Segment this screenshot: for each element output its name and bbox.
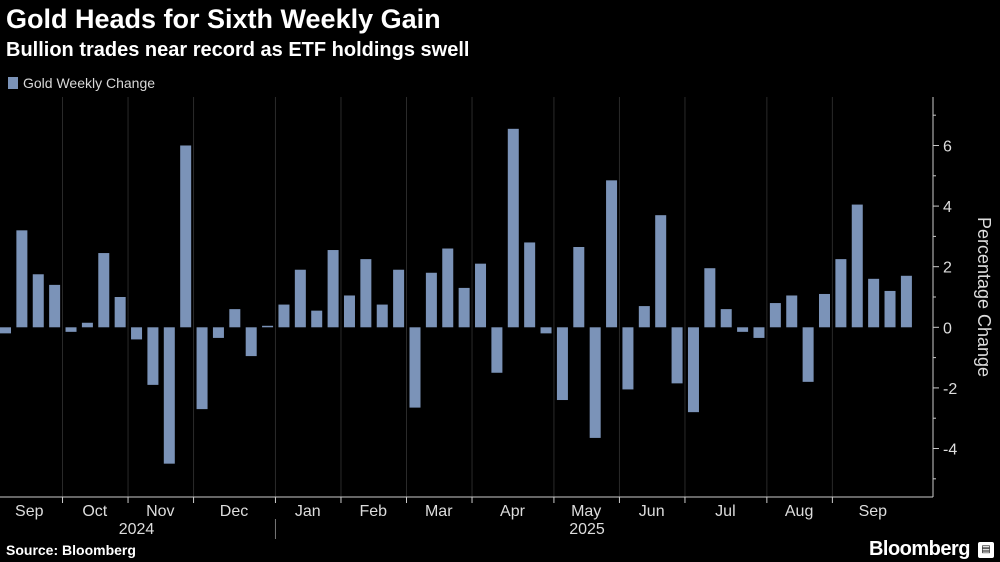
bar bbox=[262, 325, 274, 328]
bar bbox=[278, 304, 290, 328]
bar bbox=[81, 322, 93, 328]
y-tick-label: 0 bbox=[943, 320, 952, 337]
bar bbox=[687, 327, 699, 413]
bar bbox=[491, 327, 503, 373]
legend-swatch bbox=[8, 77, 18, 89]
bar bbox=[851, 204, 863, 328]
bar bbox=[737, 327, 749, 332]
x-tick-label: May bbox=[571, 503, 601, 520]
legend: Gold Weekly Change bbox=[8, 75, 155, 91]
bar bbox=[606, 180, 618, 328]
legend-label: Gold Weekly Change bbox=[23, 75, 156, 91]
year-label: 2024 bbox=[119, 521, 155, 538]
bar bbox=[868, 278, 880, 328]
x-tick-label: Sep bbox=[15, 503, 44, 520]
bar bbox=[65, 327, 77, 332]
bar bbox=[131, 327, 143, 340]
x-tick-label: Nov bbox=[146, 503, 174, 520]
year-label: 2025 bbox=[569, 521, 605, 538]
bar bbox=[589, 327, 601, 438]
bar bbox=[507, 128, 519, 328]
bar bbox=[475, 263, 487, 328]
bar bbox=[458, 287, 470, 328]
chart-subtitle: Bullion trades near record as ETF holdin… bbox=[6, 39, 470, 61]
x-tick-label: Jan bbox=[295, 503, 321, 520]
bar bbox=[638, 306, 650, 328]
bar bbox=[245, 327, 257, 357]
bar bbox=[98, 253, 110, 328]
bar bbox=[180, 145, 192, 328]
bar bbox=[360, 259, 372, 328]
y-tick-label: -2 bbox=[943, 381, 957, 398]
bar bbox=[622, 327, 634, 390]
bar bbox=[753, 327, 765, 338]
brand-logo-text: Bloomberg bbox=[868, 538, 971, 560]
bar bbox=[376, 304, 388, 328]
bar bbox=[393, 269, 405, 328]
bar bbox=[147, 327, 159, 385]
bar bbox=[294, 269, 306, 328]
bar bbox=[32, 274, 44, 328]
bar bbox=[212, 327, 224, 338]
bar bbox=[524, 242, 536, 328]
x-tick-label: Jun bbox=[639, 503, 665, 520]
chart-title: Gold Heads for Sixth Weekly Gain bbox=[6, 4, 441, 34]
bar bbox=[409, 327, 421, 408]
bar bbox=[671, 327, 683, 384]
bar bbox=[327, 250, 339, 328]
y-tick-label: 4 bbox=[943, 199, 952, 216]
bar bbox=[573, 247, 585, 328]
x-tick-label: Jul bbox=[715, 503, 735, 520]
bar bbox=[343, 295, 355, 328]
bar bbox=[311, 310, 323, 328]
bar bbox=[163, 327, 175, 464]
bar bbox=[819, 293, 830, 328]
bar bbox=[704, 268, 716, 328]
bar bbox=[720, 309, 732, 328]
bar bbox=[540, 327, 552, 334]
bar bbox=[655, 215, 667, 328]
x-tick-label: Feb bbox=[359, 503, 387, 520]
bar bbox=[49, 284, 61, 328]
y-tick-label: 2 bbox=[943, 260, 952, 277]
bar bbox=[442, 248, 454, 328]
bar bbox=[16, 230, 28, 328]
bar bbox=[114, 297, 126, 328]
bar bbox=[196, 327, 208, 410]
x-tick-label: Apr bbox=[500, 503, 526, 520]
brand-icon: ▤ bbox=[978, 542, 994, 558]
y-tick-label: -4 bbox=[943, 442, 957, 459]
x-tick-label: Oct bbox=[82, 503, 107, 520]
bar bbox=[835, 259, 847, 328]
bar bbox=[786, 295, 798, 328]
bar bbox=[229, 309, 241, 328]
x-tick-label: Dec bbox=[220, 503, 248, 520]
x-tick-label: Sep bbox=[859, 503, 888, 520]
bar bbox=[900, 275, 912, 328]
bar bbox=[425, 272, 437, 328]
bar bbox=[884, 290, 896, 328]
x-tick-label: Mar bbox=[425, 503, 453, 520]
x-tick-label: Aug bbox=[785, 503, 813, 520]
y-tick-label: 6 bbox=[943, 138, 952, 155]
source-note: Source: Bloomberg bbox=[6, 542, 136, 558]
bar bbox=[0, 327, 11, 334]
bar bbox=[556, 327, 568, 401]
y-axis-label: Percentage Change bbox=[974, 217, 994, 377]
bar bbox=[802, 327, 814, 382]
bar bbox=[769, 303, 781, 328]
